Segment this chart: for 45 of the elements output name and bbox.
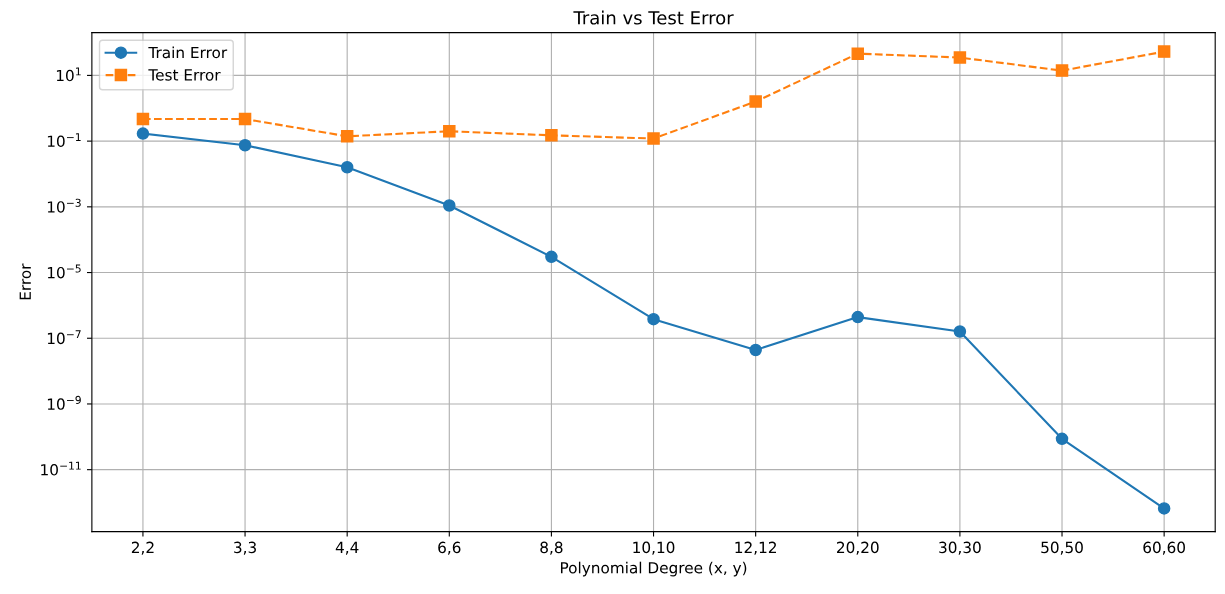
x-tick-label: 12,12 [735,541,776,555]
point [443,199,456,212]
point [647,132,660,145]
y-tick-label: 10$^{−7}$ [47,330,81,345]
y-axis-title: Error [19,263,32,300]
point [851,310,865,324]
x-tick-label: 8,8 [540,541,563,555]
y-tick-label: 10$^{−3}$ [47,198,81,213]
legend-label: Train Error [148,46,228,59]
point [545,250,558,264]
point [238,112,252,126]
point [953,51,967,64]
point [443,124,456,138]
x-tick-label: 3,3 [234,541,256,555]
x-tick-label: 2,2 [131,541,154,555]
point [749,343,762,357]
point [749,95,762,108]
point [238,138,252,152]
x-axis-title: Polynomial Degree (x, y) [560,561,747,577]
y-tick-label: 10$^{1}$ [56,67,81,82]
x-tick-label: 30,30 [939,541,981,555]
point [1157,45,1171,58]
x-tick-label: 20,20 [837,541,879,555]
point [136,112,150,126]
y-tick-label: 10$^{−9}$ [47,395,81,410]
point [1157,502,1171,515]
point [1055,64,1069,77]
legend-label: Test Error [148,69,221,81]
point [647,312,660,326]
point [851,47,865,60]
y-tick-label: 10$^{−1}$ [47,133,81,148]
x-tick-label: 6,6 [438,541,461,555]
point [136,127,150,140]
point [340,161,354,174]
y-tick-label: 10$^{−5}$ [47,264,81,279]
point [340,130,354,143]
y-tick-label: 10$^{−11}$ [41,461,81,476]
x-tick-label: 60,60 [1143,541,1185,555]
point [545,129,558,142]
x-tick-label: 10,10 [633,541,675,555]
chart-title: Train vs Test Error [573,10,734,25]
point [953,325,967,338]
x-tick-label: 4,4 [335,541,359,555]
x-tick-label: 50,50 [1041,541,1083,555]
point [1055,432,1069,446]
